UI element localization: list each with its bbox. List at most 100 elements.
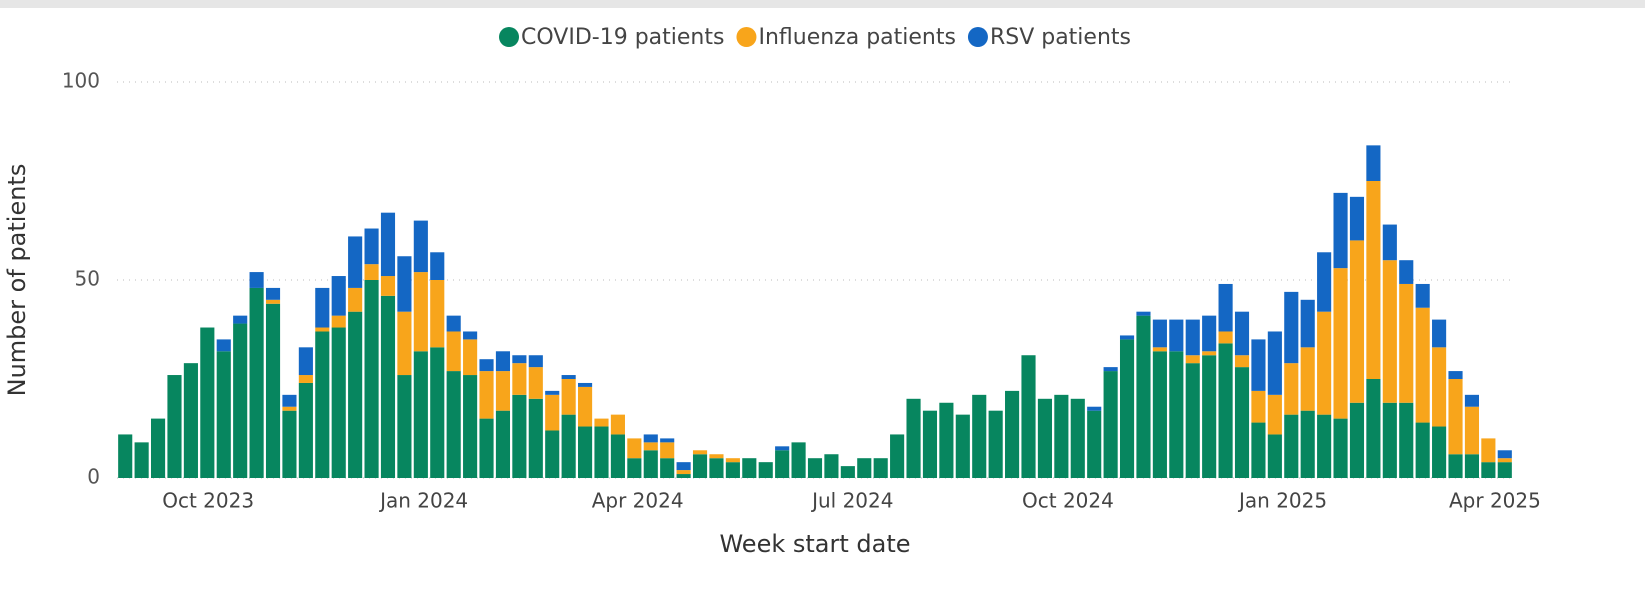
bar-segment (1087, 410, 1102, 478)
bar-segment (430, 347, 445, 478)
bar-segment (1382, 402, 1397, 478)
bar-segment (1152, 319, 1167, 348)
bar-segment (545, 430, 560, 478)
bar-segment (1119, 339, 1135, 478)
bar-segment (479, 359, 494, 372)
bar-segment (1415, 422, 1430, 478)
bar-segment (315, 331, 330, 478)
bar-segment (840, 466, 855, 478)
bar-segment (692, 454, 708, 478)
bar-segment (233, 315, 248, 324)
bar-segment (315, 327, 330, 332)
bar-segment (298, 382, 313, 478)
bar-segment (233, 323, 248, 478)
bar-segment (512, 363, 527, 395)
legend-label: Influenza patients (758, 25, 955, 50)
bar-segment (676, 474, 691, 478)
bar-segment (643, 450, 658, 478)
bar-segment (118, 434, 133, 478)
bar-segment (1349, 402, 1365, 478)
bar-segment (1267, 394, 1282, 435)
bar-segment (1136, 315, 1151, 478)
bar-segment (1234, 311, 1250, 356)
bar-segment (1432, 347, 1447, 427)
bar-segment (430, 280, 445, 348)
bar-segment (1300, 299, 1315, 348)
bar-segment (1366, 379, 1381, 478)
bar-segment (660, 458, 675, 478)
x-axis-title: Week start date (719, 530, 910, 558)
bar-segment (1070, 398, 1085, 478)
bar-segment (1202, 355, 1217, 478)
bar-segment (807, 458, 823, 478)
bar-segment (561, 379, 576, 415)
bar-segment (660, 438, 675, 443)
bar-segment (348, 311, 363, 478)
bar-segment (1333, 268, 1348, 419)
bar-segment (413, 351, 428, 478)
bar-segment (725, 458, 740, 463)
bar-segment (578, 426, 593, 478)
bar-segment (791, 442, 806, 478)
bar-segment (906, 398, 921, 478)
bar-segment (857, 458, 872, 478)
bar-segment (594, 426, 609, 478)
bar-segment (1333, 418, 1348, 478)
bar-segment (463, 375, 478, 478)
bar-segment (1415, 307, 1430, 423)
x-tick-label: Jul 2024 (810, 489, 893, 513)
bar-segment (348, 236, 363, 288)
bar-segment (380, 276, 396, 296)
bar-segment (430, 252, 445, 280)
bar-segment (364, 228, 379, 265)
bar-segment (364, 264, 379, 280)
bar-segment (643, 442, 658, 451)
bar-segment (939, 402, 954, 478)
bar-segment (922, 410, 938, 478)
y-tick-label: 50 (75, 267, 100, 291)
bar-segment (282, 406, 297, 411)
bar-segment (561, 414, 576, 478)
bar-segment (890, 434, 905, 478)
bar-segment (397, 311, 412, 376)
y-tick-label: 100 (62, 69, 100, 93)
bar-segment (1152, 347, 1167, 352)
bar-segment (167, 375, 182, 478)
bar-segment (873, 458, 888, 478)
bar-segment (1317, 311, 1332, 415)
bar-segment (413, 220, 428, 273)
bar-segment (1317, 252, 1332, 312)
bar-segment (1119, 335, 1135, 340)
bar-segment (1497, 462, 1512, 478)
bar-segment (298, 375, 313, 383)
bar-segment (512, 355, 527, 364)
bar-segment (1185, 319, 1200, 356)
bar-segment (1267, 434, 1282, 478)
x-tick-label: Apr 2025 (1449, 489, 1541, 513)
bar-segment (1152, 351, 1167, 478)
bar-segment (150, 418, 166, 478)
bar-segment (775, 450, 790, 478)
legend-marker (967, 27, 988, 47)
x-tick-label: Oct 2024 (1022, 489, 1114, 513)
bar-segment (463, 339, 478, 376)
bar-segment (1415, 283, 1430, 308)
bar-segment (1202, 351, 1217, 356)
bar-segment (249, 287, 264, 478)
bar-segment (446, 371, 461, 478)
bar-segment (578, 386, 593, 427)
bar-segment (1136, 311, 1151, 316)
bar-segment (1399, 402, 1414, 478)
bar-segment (742, 458, 757, 478)
bar-segment (1300, 347, 1315, 411)
bar-segment (1382, 224, 1397, 261)
bar-segment (446, 331, 461, 372)
bar-segment (1481, 438, 1496, 463)
bar-segment (610, 434, 625, 478)
bar-segment (1382, 260, 1397, 403)
bar-segment (1464, 394, 1480, 407)
bar-segment (380, 212, 396, 277)
bar-segment (397, 375, 412, 478)
legend-label: COVID-19 patients (521, 25, 724, 50)
